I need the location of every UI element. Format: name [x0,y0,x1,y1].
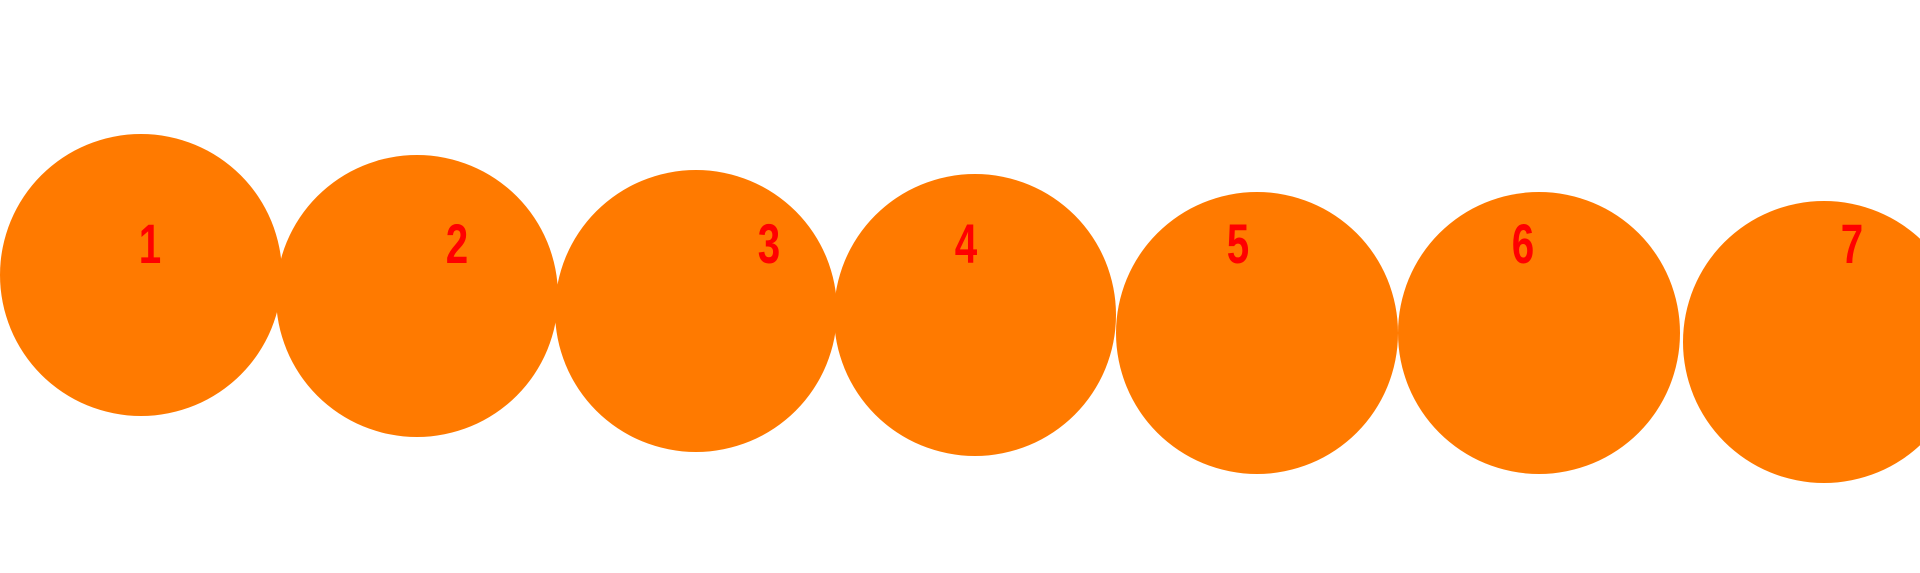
circle-label-7: 7 [1840,212,1864,275]
circle-6 [1398,192,1680,474]
circle-label-4: 4 [954,212,978,275]
circle-1 [0,134,282,416]
circle-label-5: 5 [1226,212,1250,275]
circle-4 [834,174,1116,456]
circle-7 [1683,201,1920,483]
circle-label-6: 6 [1511,212,1535,275]
circle-3 [555,170,837,452]
circle-label-2: 2 [445,212,469,275]
circle-label-1: 1 [138,212,162,275]
circle-label-3: 3 [757,212,781,275]
circle-5 [1116,192,1398,474]
circle-2 [276,155,558,437]
